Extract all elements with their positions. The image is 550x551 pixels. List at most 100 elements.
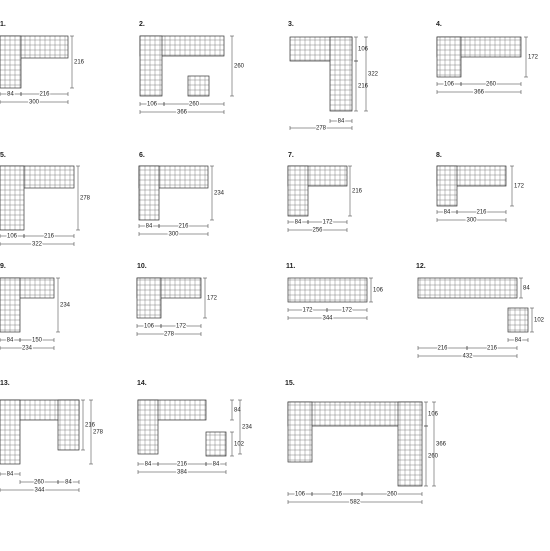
config-number: 9. bbox=[0, 263, 6, 270]
dimension-label: 260 bbox=[34, 480, 45, 486]
config-number: 8. bbox=[436, 152, 442, 159]
dimension-label: 216 bbox=[332, 492, 343, 498]
dimension-label: 84 bbox=[65, 480, 72, 486]
sofa-piece bbox=[287, 401, 313, 463]
dimension-label: 84 bbox=[7, 92, 14, 98]
dimension-label: 84 bbox=[523, 286, 530, 292]
dimension-label: 106 bbox=[373, 288, 384, 294]
dimension-label: 322 bbox=[32, 242, 43, 248]
dimension-label: 366 bbox=[436, 442, 447, 448]
dimension-label: 84 bbox=[213, 462, 220, 468]
dimension-label: 216 bbox=[44, 234, 55, 240]
dimension-label: 172 bbox=[207, 296, 218, 302]
dimension-label: 84 bbox=[7, 338, 14, 344]
config-number: 4. bbox=[436, 21, 442, 28]
dimension-label: 216 bbox=[74, 60, 85, 66]
config-number: 10. bbox=[137, 263, 147, 270]
dimension-label: 84 bbox=[145, 462, 152, 468]
sofa-piece bbox=[507, 307, 529, 333]
dimension-label: 260 bbox=[234, 64, 245, 70]
dimension-label: 106 bbox=[147, 102, 158, 108]
sofa-piece bbox=[0, 35, 22, 89]
sofa-piece bbox=[329, 36, 353, 112]
sofa-piece bbox=[436, 165, 458, 207]
dimension-label: 260 bbox=[387, 492, 398, 498]
sofa-piece bbox=[57, 399, 80, 451]
sofa-piece bbox=[287, 277, 368, 303]
dimension-label: 172 bbox=[322, 220, 333, 226]
config-number: 2. bbox=[139, 21, 145, 28]
dimension-label: 84 bbox=[234, 408, 241, 414]
config-number: 12. bbox=[416, 263, 426, 270]
config-number: 13. bbox=[0, 380, 10, 387]
dimension-label: 106 bbox=[7, 234, 18, 240]
dimension-label: 278 bbox=[316, 126, 327, 132]
sofa-piece bbox=[0, 165, 25, 231]
dimension-label: 172 bbox=[342, 308, 353, 314]
dimension-label: 256 bbox=[312, 228, 323, 234]
dimension-label: 278 bbox=[80, 196, 91, 202]
dimension-label: 216 bbox=[437, 346, 448, 352]
dimension-label: 216 bbox=[358, 84, 369, 90]
config-number: 1. bbox=[0, 21, 6, 28]
dimension-label: 582 bbox=[350, 500, 361, 506]
sofa-piece bbox=[137, 399, 159, 455]
config-number: 6. bbox=[139, 152, 145, 159]
dimension-label: 106 bbox=[358, 47, 369, 53]
dimension-label: 216 bbox=[178, 224, 189, 230]
config-number: 3. bbox=[288, 21, 294, 28]
dimension-label: 260 bbox=[189, 102, 200, 108]
sofa-piece bbox=[417, 277, 518, 299]
dimension-label: 260 bbox=[428, 454, 439, 460]
dimension-label: 216 bbox=[352, 189, 363, 195]
dimension-label: 102 bbox=[534, 318, 545, 324]
dimension-label: 366 bbox=[474, 90, 485, 96]
sofa-piece bbox=[138, 165, 160, 221]
dimension-label: 432 bbox=[462, 354, 473, 360]
dimension-label: 344 bbox=[34, 488, 45, 494]
dimension-label: 278 bbox=[164, 332, 175, 338]
dimension-label: 102 bbox=[234, 442, 245, 448]
dimension-label: 234 bbox=[242, 425, 253, 431]
dimension-label: 384 bbox=[177, 470, 188, 476]
dimension-label: 234 bbox=[60, 303, 71, 309]
dimension-label: 150 bbox=[32, 338, 43, 344]
dimension-label: 172 bbox=[514, 184, 525, 190]
dimension-label: 172 bbox=[302, 308, 313, 314]
dimension-label: 216 bbox=[476, 210, 487, 216]
dimension-label: 216 bbox=[487, 346, 498, 352]
dimension-label: 84 bbox=[7, 472, 14, 478]
dimension-label: 300 bbox=[168, 232, 179, 238]
dimension-label: 216 bbox=[177, 462, 188, 468]
dimension-label: 84 bbox=[515, 338, 522, 344]
dimension-label: 216 bbox=[85, 423, 96, 429]
sofa-piece bbox=[0, 277, 21, 333]
config-number: 11. bbox=[286, 263, 295, 270]
dimension-label: 322 bbox=[368, 72, 379, 78]
sofa-piece bbox=[187, 75, 210, 97]
dimension-label: 278 bbox=[93, 430, 104, 436]
config-number: 15. bbox=[285, 380, 295, 387]
config-number: 7. bbox=[288, 152, 294, 159]
dimension-label: 84 bbox=[146, 224, 153, 230]
dimension-label: 172 bbox=[528, 55, 539, 61]
dimension-label: 106 bbox=[295, 492, 306, 498]
dimension-label: 344 bbox=[322, 316, 333, 322]
config-number: 14. bbox=[137, 380, 147, 387]
dimension-label: 84 bbox=[295, 220, 302, 226]
dimension-label: 260 bbox=[486, 82, 497, 88]
sofa-piece bbox=[136, 277, 162, 319]
dimension-label: 106 bbox=[144, 324, 155, 330]
dimension-label: 234 bbox=[214, 191, 225, 197]
sofa-piece bbox=[287, 165, 309, 217]
dimension-label: 216 bbox=[39, 92, 50, 98]
dimension-label: 234 bbox=[22, 346, 33, 352]
dimension-label: 84 bbox=[338, 119, 345, 125]
dimension-label: 366 bbox=[177, 110, 188, 116]
dimension-label: 300 bbox=[29, 100, 40, 106]
sofa-piece bbox=[139, 35, 163, 97]
dimension-label: 106 bbox=[444, 82, 455, 88]
sofa-piece bbox=[205, 431, 227, 457]
dimension-label: 172 bbox=[176, 324, 187, 330]
